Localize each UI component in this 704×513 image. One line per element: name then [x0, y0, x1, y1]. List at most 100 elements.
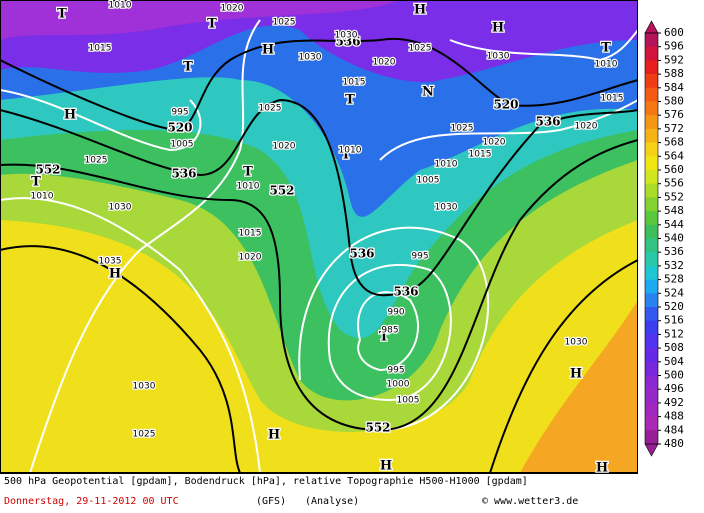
colorbar-swatch — [645, 33, 658, 47]
isobar-label: 1020 — [575, 122, 598, 132]
pressure-center: T — [601, 41, 611, 56]
isobar-label: 1015 — [89, 44, 112, 54]
colorbar-label: 520 — [664, 300, 684, 313]
colorbar-swatch — [645, 389, 658, 404]
colorbar-label: 512 — [664, 327, 684, 340]
colorbar-label: 504 — [664, 355, 684, 368]
colorbar-label: 488 — [664, 410, 684, 423]
colorbar-label: 556 — [664, 177, 684, 190]
height-label: 536 — [171, 167, 196, 181]
colorbar-label: 596 — [664, 40, 684, 53]
height-label: 520 — [167, 121, 192, 135]
colorbar-swatch — [645, 183, 658, 198]
isobar-label: 1030 — [335, 31, 358, 41]
colorbar-swatch — [645, 265, 658, 280]
colorbar-label: 536 — [664, 245, 684, 258]
height-contours — [0, 37, 639, 474]
isobar-label: 1025 — [273, 18, 296, 28]
isobar-label: 1025 — [451, 124, 474, 134]
isobar-label: 1035 — [99, 257, 122, 267]
pressure-center: N — [422, 85, 434, 100]
isobar-label: 1015 — [601, 94, 624, 104]
colorbar-swatch — [645, 224, 658, 239]
isobar-label: 1010 — [595, 60, 618, 70]
isobar-label: 1020 — [373, 58, 396, 68]
colorbar-label: 484 — [664, 423, 684, 436]
colorbar-swatch — [645, 46, 658, 61]
colorbar-swatch — [645, 416, 658, 431]
height-label: 520 — [493, 98, 518, 112]
colorbar-swatch — [645, 279, 658, 294]
colorbar-label: 584 — [664, 81, 684, 94]
height-label: 536 — [393, 285, 418, 299]
colorbar-label: 568 — [664, 136, 684, 149]
colorbar-swatch — [645, 320, 658, 335]
isobar-label: 995 — [411, 252, 428, 262]
isobar-label: 1020 — [273, 142, 296, 152]
isobar-label: 1010 — [237, 182, 260, 192]
colorbar-label: 540 — [664, 232, 684, 245]
isobar-label: 1015 — [343, 78, 366, 88]
isobar-label: 1000 — [387, 380, 410, 390]
isobar-label: 1025 — [133, 430, 156, 440]
colorbar-swatch — [645, 375, 658, 390]
isobar-label: 1030 — [435, 203, 458, 213]
map-frame — [0, 0, 638, 473]
colorbar-swatch — [645, 430, 658, 445]
isobars — [0, 19, 639, 474]
isobar-label: 995 — [387, 366, 404, 376]
colorbar-swatch — [645, 142, 658, 157]
isobar-label: 1030 — [487, 52, 510, 62]
colorbar-swatch — [645, 170, 658, 184]
pressure-center: H — [570, 367, 582, 382]
isobar-label: 1015 — [239, 229, 262, 239]
isobar-label: 995 — [171, 108, 188, 118]
pressure-center: T — [345, 93, 355, 108]
pressure-center: T — [379, 330, 389, 345]
height-label: 552 — [35, 163, 60, 177]
colorbar-swatch — [645, 252, 658, 267]
colorbar-swatch — [645, 402, 658, 417]
colorbar-swatch — [645, 238, 658, 253]
colorbar-swatch — [645, 115, 658, 130]
footer-date: Donnerstag, 29-11-2012 00 UTC — [4, 496, 179, 507]
isobar-label: 1020 — [221, 4, 244, 14]
colorbar-label: 496 — [664, 382, 684, 395]
pressure-center: T — [57, 7, 67, 22]
pressure-center: T — [207, 17, 217, 32]
colorbar-label: 564 — [664, 149, 684, 162]
pressure-center: T — [341, 148, 351, 163]
colorbar-swatch — [645, 74, 658, 89]
height-label: 536 — [349, 247, 374, 261]
isobar-label: 1015 — [469, 150, 492, 160]
colorbar-label: 552 — [664, 190, 684, 203]
colorbar-swatch — [645, 101, 658, 116]
fields — [0, 0, 638, 473]
colorbar-label: 588 — [664, 67, 684, 80]
colorbar-swatch — [645, 211, 658, 226]
isobar-label: 985 — [381, 326, 398, 336]
colorbar-label: 548 — [664, 204, 684, 217]
pressure-center: H — [262, 43, 274, 58]
pressure-center: H — [64, 108, 76, 123]
map-labels: 552 536 520 552 536 536 552 536 520 536 T T T T T T T T T H… — [29, 0, 624, 477]
isobar-label: 1010 — [109, 1, 132, 11]
isobar-label: 1010 — [435, 160, 458, 170]
isobar-label: 1025 — [259, 104, 282, 114]
colorbar-label: 508 — [664, 341, 684, 354]
colorbar-swatch — [645, 361, 658, 376]
isobar-label: 1005 — [397, 396, 420, 406]
colorbar-swatch — [645, 293, 658, 308]
pressure-center: H — [596, 461, 608, 476]
isobar-label: 990 — [387, 308, 404, 318]
pressure-center: T — [243, 165, 253, 180]
colorbar-label: 592 — [664, 53, 684, 66]
isobar-label: 1030 — [109, 203, 132, 213]
colorbar-label: 524 — [664, 286, 684, 299]
isobar-label: 1005 — [171, 140, 194, 150]
pressure-center: H — [268, 428, 280, 443]
footer-model: (GFS) — [256, 496, 286, 507]
colorbar: 6005965925885845805765725685645605565525… — [644, 20, 684, 457]
isobar-label: 1005 — [417, 176, 440, 186]
